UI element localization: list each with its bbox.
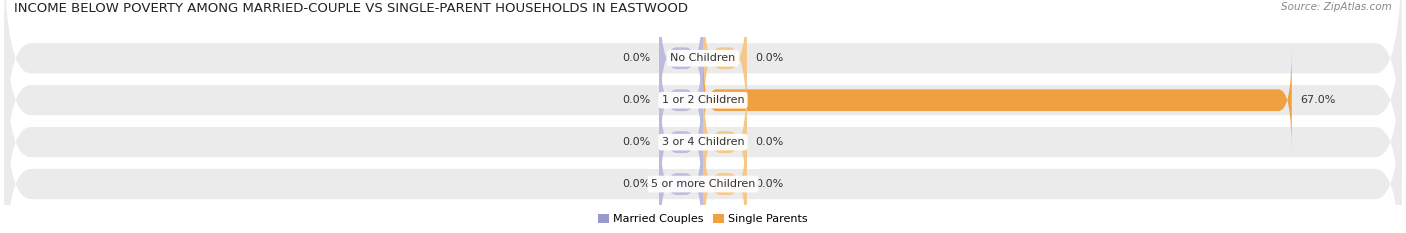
Text: 0.0%: 0.0% — [756, 179, 785, 189]
Text: 1 or 2 Children: 1 or 2 Children — [662, 95, 744, 105]
FancyBboxPatch shape — [659, 0, 703, 131]
FancyBboxPatch shape — [4, 31, 1402, 233]
FancyBboxPatch shape — [4, 73, 1402, 233]
Text: 0.0%: 0.0% — [756, 137, 785, 147]
Text: 67.0%: 67.0% — [1301, 95, 1336, 105]
Text: 0.0%: 0.0% — [621, 179, 650, 189]
FancyBboxPatch shape — [703, 0, 747, 131]
Text: Source: ZipAtlas.com: Source: ZipAtlas.com — [1281, 2, 1392, 12]
FancyBboxPatch shape — [4, 0, 1402, 169]
FancyBboxPatch shape — [703, 111, 747, 233]
Text: 3 or 4 Children: 3 or 4 Children — [662, 137, 744, 147]
Text: INCOME BELOW POVERTY AMONG MARRIED-COUPLE VS SINGLE-PARENT HOUSEHOLDS IN EASTWOO: INCOME BELOW POVERTY AMONG MARRIED-COUPL… — [14, 2, 688, 15]
FancyBboxPatch shape — [703, 48, 1292, 152]
FancyBboxPatch shape — [659, 27, 703, 173]
FancyBboxPatch shape — [659, 111, 703, 233]
Text: 0.0%: 0.0% — [621, 53, 650, 63]
Legend: Married Couples, Single Parents: Married Couples, Single Parents — [593, 209, 813, 229]
Text: No Children: No Children — [671, 53, 735, 63]
Text: 5 or more Children: 5 or more Children — [651, 179, 755, 189]
FancyBboxPatch shape — [703, 69, 747, 215]
Text: 0.0%: 0.0% — [621, 137, 650, 147]
Text: 0.0%: 0.0% — [621, 95, 650, 105]
FancyBboxPatch shape — [659, 69, 703, 215]
Text: 0.0%: 0.0% — [756, 53, 785, 63]
FancyBboxPatch shape — [4, 0, 1402, 211]
